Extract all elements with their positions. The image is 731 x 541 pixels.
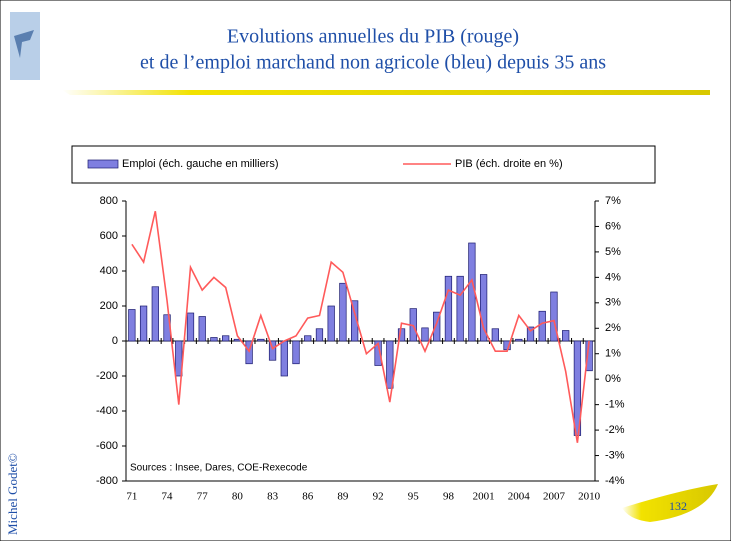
legend-box [71,145,656,184]
bar [397,328,406,342]
bar [573,340,582,436]
bar [128,309,136,342]
y-tick-label: 200 [100,300,118,312]
y2-tick-label: 2% [605,322,621,334]
bar [433,311,441,342]
bar [315,328,324,342]
y2-tick-label: -1% [605,399,625,411]
x-tick-label: 89 [337,491,349,503]
y-tick-label: -800 [96,475,118,487]
x-tick-label: 74 [162,491,174,503]
logo [10,12,40,80]
bar [257,338,265,342]
y2-tick-label: -3% [605,449,625,461]
title-line: et de l’emploi marchand non agricole (bl… [140,52,606,74]
x-tick-label: 2010 [578,491,601,503]
y2-tick-label: -2% [605,424,625,436]
bar [339,282,347,342]
bar [280,340,288,377]
x-tick-label: 71 [126,491,137,503]
y-tick-label: 400 [100,265,118,277]
bar [479,274,488,342]
bar [585,340,593,372]
bar [304,335,312,342]
bar [351,300,359,342]
page-swoosh [622,484,718,522]
x-tick-label: 86 [302,491,314,503]
bar [456,275,464,342]
bar [268,340,277,361]
y2-tick-label: 3% [605,297,621,309]
y-tick-label: 800 [100,195,118,207]
y2-tick-label: 4% [605,271,621,283]
y2-tick-label: 6% [605,220,621,232]
bar [491,328,499,342]
bar [374,340,382,366]
y2-tick-label: 7% [605,195,621,207]
x-tick-label: 77 [197,491,209,503]
bar [538,310,546,342]
bar [222,335,230,342]
bar [444,275,453,342]
x-tick-label: 83 [267,491,279,503]
bar [292,340,300,365]
y2-tick-label: 5% [605,246,621,258]
title-line: Evolutions annuelles du PIB (rouge) [227,26,519,48]
bar [186,312,195,342]
annotation: Sources : Insee, Dares, COE-Rexecode [130,463,308,474]
bar [327,305,335,342]
bar [515,338,523,342]
y-tick-label: 600 [100,230,118,242]
x-tick-label: 2007 [543,491,566,503]
y2-tick-label: -4% [605,475,625,487]
bar [139,305,148,342]
bar [151,286,159,342]
bar [386,340,394,389]
author: Michel Godet© [5,453,20,535]
x-tick-label: 92 [373,491,384,503]
y-tick-label: -600 [96,440,118,452]
title-rule [62,90,710,95]
line [131,211,590,443]
y2-tick-label: 0% [605,373,621,385]
y-tick-label: -200 [96,370,118,382]
bar [562,330,570,342]
logo-shape [14,30,34,58]
bar [421,327,429,342]
bar [198,316,206,342]
legend-label: PIB (éch. droite en %) [455,158,563,170]
legend-label: Emploi (éch. gauche en milliers) [122,158,279,170]
page-number: 132 [669,499,687,513]
x-tick-label: 80 [232,491,244,503]
bar [526,326,535,342]
bar [210,337,218,342]
y2-tick-label: 1% [605,348,621,360]
x-tick-label: 2004 [508,491,531,503]
x-tick-label: 95 [408,491,420,503]
y-tick-label: -400 [96,405,118,417]
bar [550,291,558,342]
y-tick-label: 0 [112,335,118,347]
x-tick-label: 2001 [473,491,495,503]
legend-swatch [87,159,119,169]
x-tick-label: 98 [443,491,455,503]
